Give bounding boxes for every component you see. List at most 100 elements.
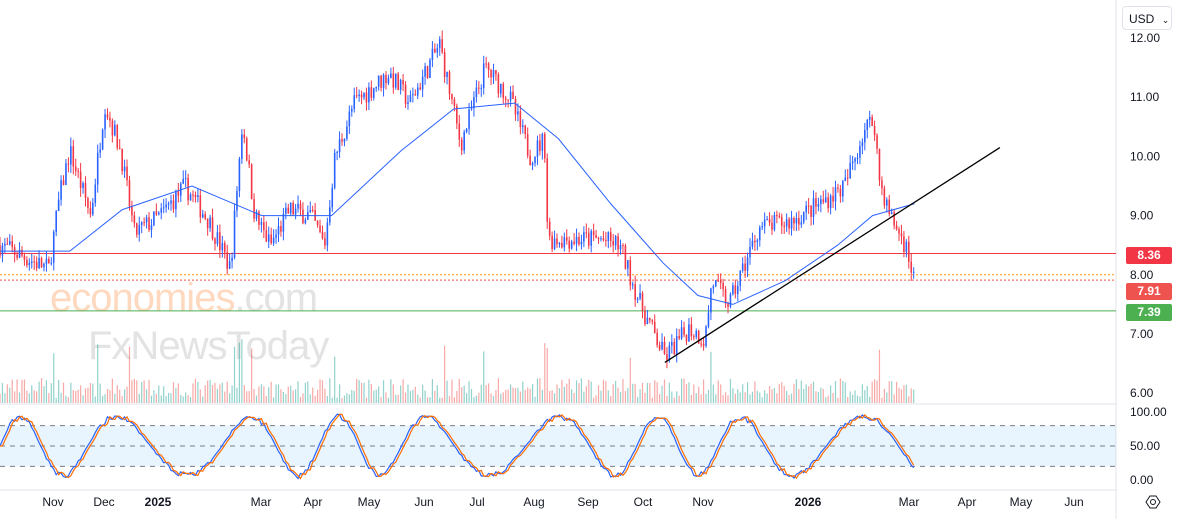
volume-bar	[751, 391, 754, 403]
candle-body	[898, 229, 900, 234]
candle-body	[380, 75, 382, 88]
volume-bar	[387, 397, 390, 403]
settings-icon[interactable]	[1145, 495, 1161, 509]
candle-body	[514, 98, 517, 115]
volume-bar	[659, 394, 661, 403]
volume-bar	[612, 384, 614, 403]
candle-body	[201, 214, 204, 218]
candle-body	[348, 111, 351, 127]
volume-bar	[575, 380, 578, 403]
candle-body	[683, 327, 685, 335]
volume-bar	[497, 378, 499, 403]
volume-bar	[710, 351, 712, 403]
volume-bar	[571, 389, 573, 403]
candle-body	[443, 52, 446, 77]
candle-body	[221, 243, 224, 251]
candle-body	[416, 87, 419, 96]
volume-bar	[583, 391, 585, 403]
volume-bar	[268, 387, 270, 403]
volume-bar	[600, 390, 602, 403]
candle-body	[541, 133, 544, 151]
volume-bar	[566, 383, 568, 403]
volume-bar	[287, 386, 289, 403]
candle-body	[702, 343, 705, 346]
candle-body	[333, 152, 336, 188]
volume-bar	[358, 380, 360, 403]
candle-body	[409, 95, 412, 103]
volume-bar	[75, 390, 77, 403]
volume-bar	[627, 388, 629, 403]
volume-bar	[165, 395, 167, 403]
volume-bar	[167, 392, 170, 403]
volume-bar	[187, 395, 189, 403]
y-tick-label: 10.00	[1130, 149, 1160, 163]
settings-icon-hex	[1145, 495, 1161, 509]
volume-bar	[84, 388, 87, 403]
volume-bar	[175, 387, 177, 403]
volume-bar	[619, 392, 622, 403]
volume-bar	[143, 380, 145, 403]
candle-body	[907, 241, 910, 262]
volume-bar	[307, 381, 309, 403]
candle-body	[829, 195, 832, 209]
volume-bar	[439, 397, 441, 403]
volume-bar	[832, 392, 834, 403]
currency-selector[interactable]: USD ⌄	[1122, 6, 1172, 30]
oscillator-band	[0, 425, 1116, 467]
volume-bar	[304, 382, 306, 403]
volume-bar	[153, 390, 155, 403]
candle-body	[849, 163, 851, 179]
volume-bar	[424, 390, 426, 403]
volume-bar	[180, 394, 182, 403]
candle-body	[18, 249, 21, 258]
price-label-resistance: 8.36	[1126, 247, 1172, 264]
volume-bar	[444, 345, 446, 403]
volume-bar	[80, 385, 82, 403]
volume-bar	[378, 386, 380, 403]
candle-body	[321, 231, 324, 239]
candle-body	[822, 199, 825, 203]
volume-bar	[624, 391, 627, 403]
volume-bar	[834, 381, 837, 403]
candle-body	[812, 198, 815, 217]
volume-bar	[400, 385, 402, 403]
candle-body	[903, 236, 905, 253]
volume-bar	[207, 380, 209, 403]
volume-bar	[321, 380, 324, 403]
candle-body	[776, 215, 778, 217]
candle-body	[236, 190, 238, 211]
volume-bar	[690, 394, 692, 403]
candle-body	[905, 241, 908, 253]
volume-bar	[382, 380, 385, 403]
candle-body	[656, 332, 658, 346]
candle-body	[50, 262, 53, 264]
volume-bar	[385, 392, 387, 403]
candle-body	[148, 217, 150, 230]
volume-bar	[849, 391, 851, 403]
volume-bar	[92, 383, 94, 403]
volume-bar	[644, 392, 646, 403]
candle-body	[866, 119, 869, 131]
candle-body	[282, 213, 285, 232]
candle-body	[546, 158, 549, 222]
candle-body	[744, 263, 746, 271]
candle-body	[285, 207, 287, 214]
volume-bar	[869, 396, 871, 403]
candle-body	[277, 226, 280, 235]
candle-body	[121, 148, 123, 172]
candle-body	[55, 210, 57, 232]
volume-bar	[466, 393, 468, 403]
candle-body	[421, 76, 424, 90]
candle-body	[678, 336, 680, 339]
volume-bar	[346, 393, 348, 403]
candle-body	[299, 203, 302, 210]
oscillator-tick-label: 50.00	[1130, 439, 1160, 453]
volume-bar	[580, 378, 583, 403]
volume-bar	[903, 385, 905, 403]
volume-bar	[913, 389, 915, 403]
volume-bar	[488, 383, 490, 403]
volume-bar	[48, 393, 50, 403]
candle-body	[893, 212, 895, 226]
